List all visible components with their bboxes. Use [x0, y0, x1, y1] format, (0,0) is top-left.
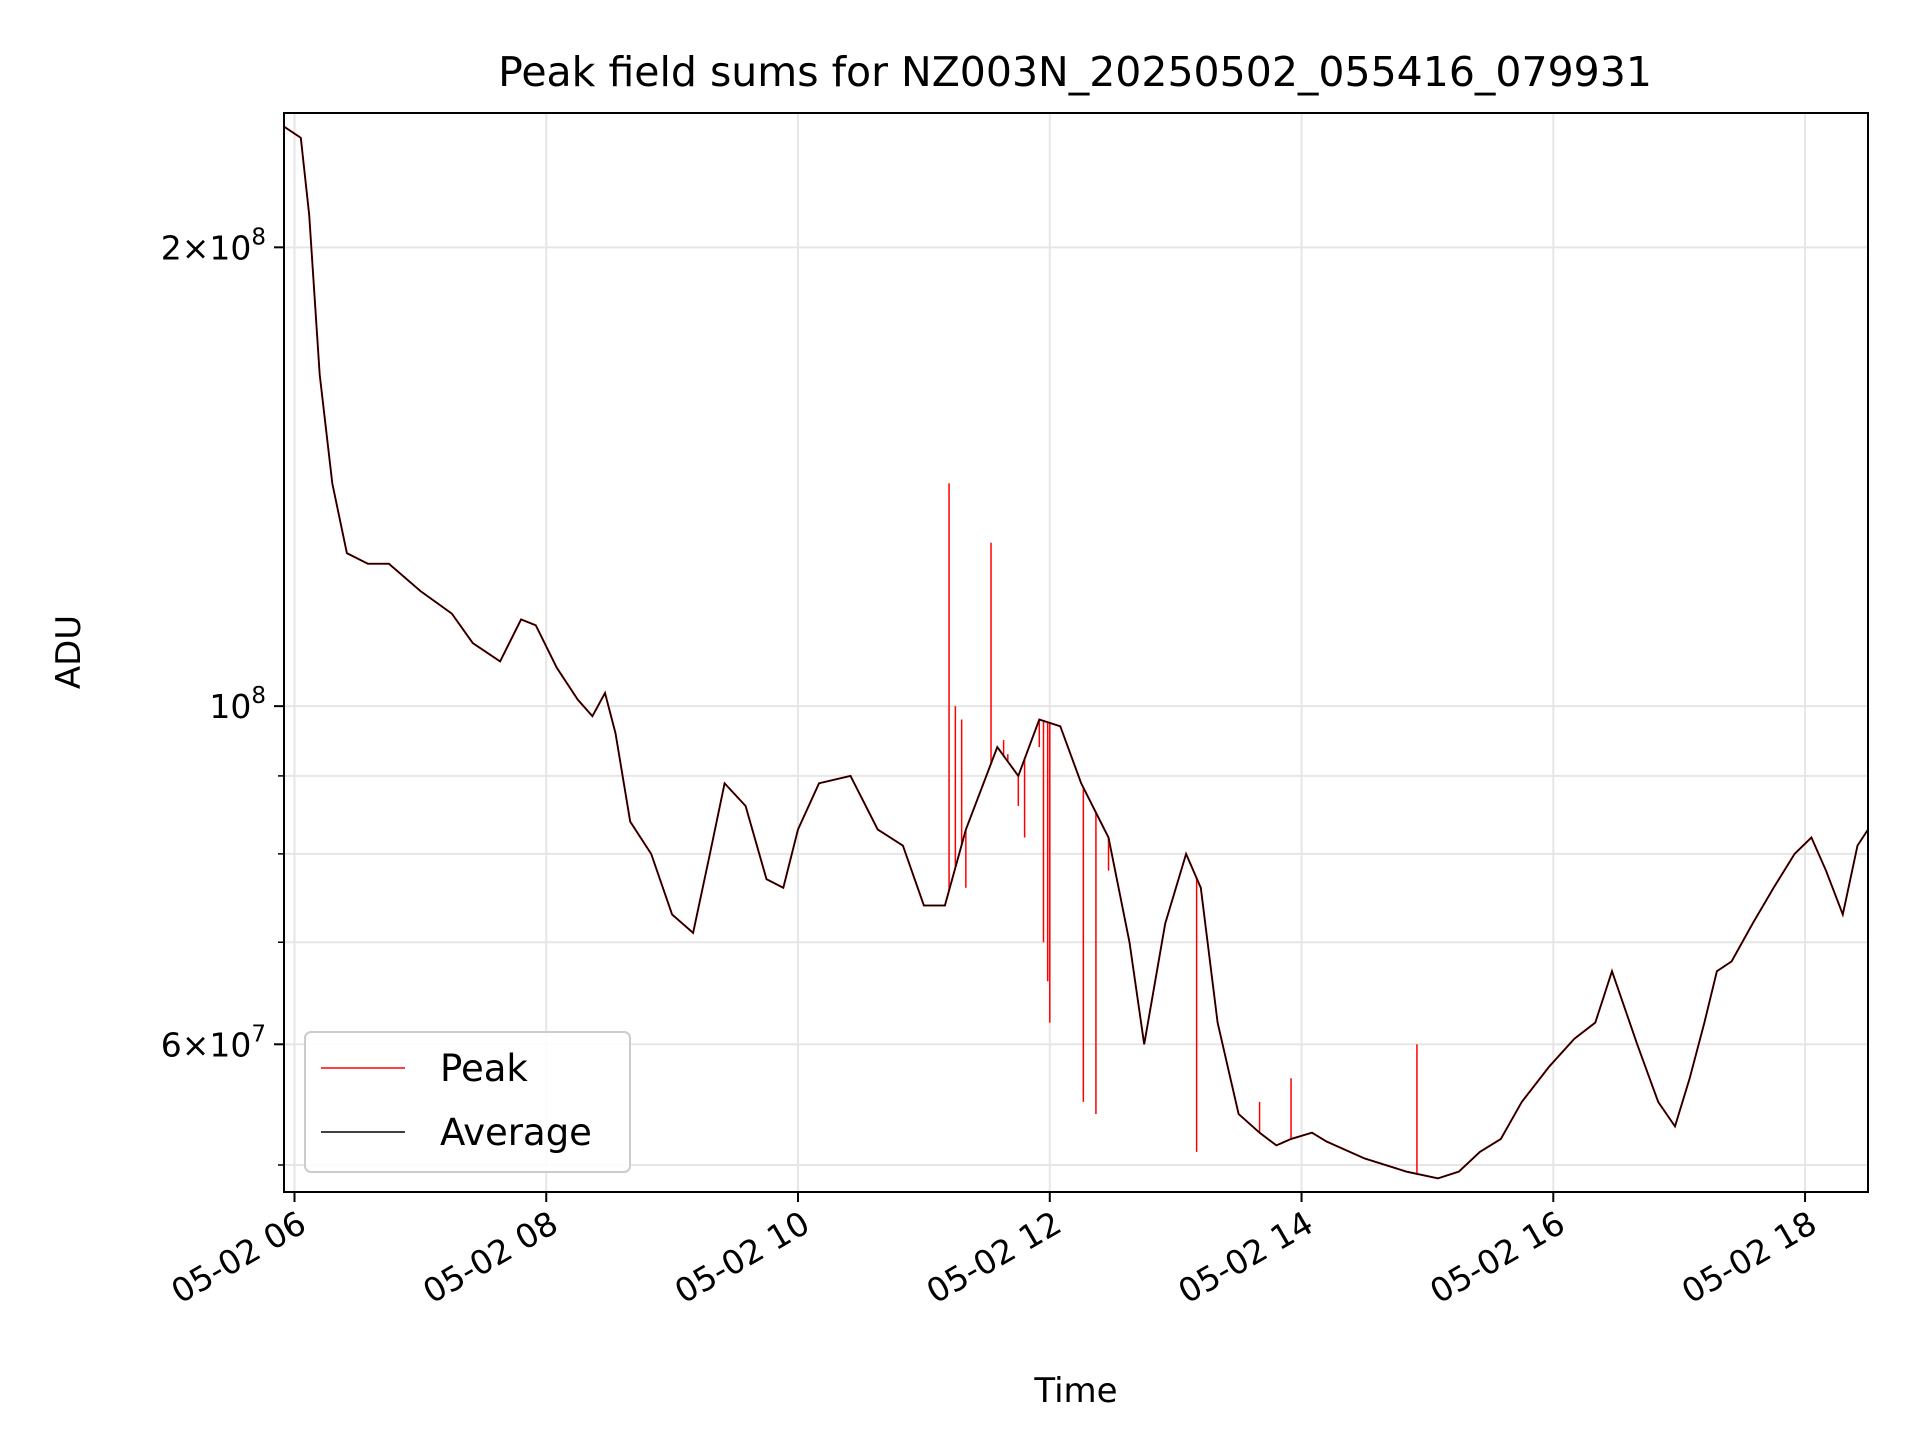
y-axis: 2×108 108 6×107 — [161, 224, 284, 1166]
chart-title: Peak field sums for NZ003N_20250502_0554… — [498, 48, 1652, 96]
legend-box — [304, 1031, 631, 1173]
plot-area — [283, 125, 1869, 1180]
grid — [284, 113, 1868, 1192]
series-average-line — [283, 125, 1869, 1180]
plot-frame — [283, 112, 1869, 1193]
legend-label-average: Average — [440, 1111, 592, 1154]
x-axis-label: Time — [1033, 1371, 1117, 1411]
y-tick-label: 2×108 — [161, 224, 266, 267]
y-axis-label: ADU — [49, 615, 89, 689]
y-tick-label: 6×107 — [161, 1021, 266, 1064]
y-tick-label: 108 — [209, 683, 266, 726]
legend: Peak Average — [304, 1031, 631, 1173]
legend-label-peak: Peak — [440, 1047, 528, 1090]
